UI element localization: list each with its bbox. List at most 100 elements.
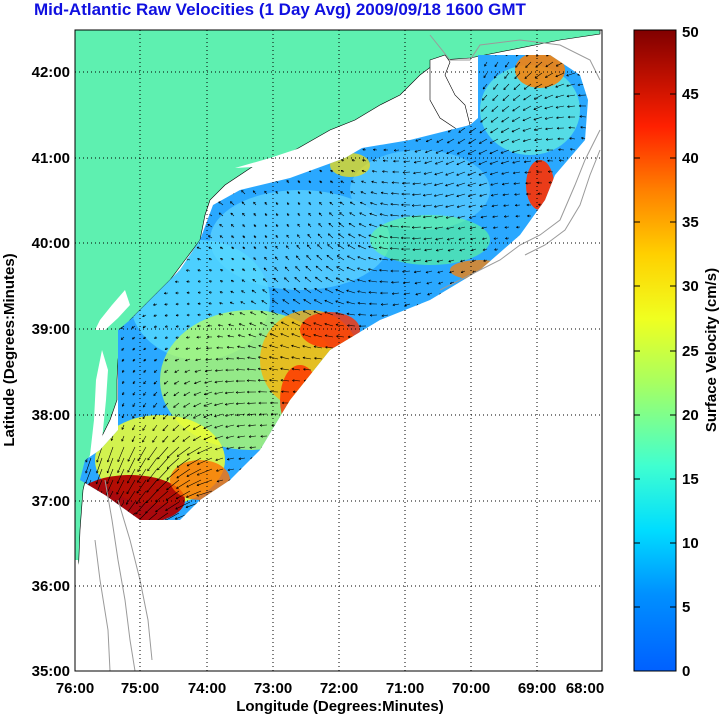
velocity-arrow-head (512, 162, 515, 164)
velocity-arrow-head (534, 149, 538, 152)
velocity-arrow-head (424, 248, 427, 251)
velocity-arrow-head (270, 401, 273, 404)
velocity-arrow-head (286, 191, 290, 193)
velocity-arrow-head (329, 191, 332, 194)
velocity-arrow-head (445, 216, 448, 219)
velocity-arrow-head (132, 393, 136, 396)
velocity-arrow-head (197, 280, 200, 283)
velocity-arrow-head (281, 321, 283, 325)
velocity-arrow-head (314, 288, 317, 291)
velocity-arrow-head (457, 206, 460, 208)
velocity-arrow-head (325, 266, 328, 269)
velocity-arrow (314, 299, 323, 305)
velocity-arrow (313, 346, 323, 349)
velocity-arrow-head (362, 149, 365, 151)
velocity-arrow-head (291, 356, 294, 358)
velocity-arrow (545, 72, 554, 78)
velocity-arrow-head (522, 108, 525, 111)
velocity-arrow-head (175, 303, 179, 306)
velocity-arrow (326, 255, 334, 261)
velocity-arrow-head (380, 303, 384, 305)
velocity-arrow (480, 116, 488, 123)
velocity-arrow-head (379, 258, 382, 261)
velocity-arrow-head (231, 235, 234, 237)
velocity-arrow-head (153, 314, 156, 317)
velocity-arrow-head (236, 414, 239, 417)
velocity-arrow-head (489, 172, 492, 175)
velocity-arrow-head (533, 97, 536, 100)
velocity-arrow (348, 223, 356, 228)
velocity-arrow-head (235, 392, 239, 394)
velocity-arrow (226, 346, 235, 349)
velocity-arrow (437, 270, 444, 274)
velocity-arrow (282, 299, 290, 305)
velocity-arrow (435, 160, 444, 165)
velocity-arrow (482, 83, 488, 90)
velocity-arrow-head (379, 213, 382, 216)
velocity-arrow-head (224, 402, 228, 405)
velocity-arrow-head (401, 204, 404, 207)
velocity-arrow-head (491, 195, 494, 197)
velocity-arrow-head (225, 392, 228, 395)
velocity-arrow-head (249, 322, 252, 326)
velocity-arrow (526, 55, 532, 57)
velocity-arrow-head (326, 255, 329, 258)
velocity-arrow-head (132, 416, 135, 419)
velocity-arrow-head (236, 413, 239, 416)
velocity-arrow (490, 182, 499, 186)
velocity-arrow (424, 248, 433, 251)
velocity-arrow-head (358, 314, 361, 316)
velocity-arrow-head (402, 271, 405, 273)
velocity-arrow (304, 287, 312, 294)
velocity-arrow (423, 204, 433, 207)
velocity-arrow-head (534, 140, 537, 142)
velocity-arrow (381, 314, 389, 317)
velocity-arrow-head (219, 246, 222, 250)
velocity-arrow-head (525, 183, 528, 185)
velocity-arrow-head (340, 180, 343, 184)
velocity-arrow-head (225, 414, 228, 417)
velocity-arrow (185, 347, 191, 350)
velocity-arrow (303, 368, 312, 371)
velocity-arrow (470, 237, 477, 240)
velocity-arrow (404, 303, 411, 306)
velocity-arrow (183, 402, 191, 408)
velocity-arrow (523, 94, 532, 101)
velocity-arrow-head (215, 357, 218, 360)
velocity-arrow-head (197, 291, 201, 293)
velocity-arrow-head (294, 276, 297, 279)
velocity-arrow-head (424, 259, 428, 262)
velocity-arrow-head (580, 126, 583, 128)
velocity-arrow-head (414, 150, 417, 153)
velocity-arrow (328, 233, 334, 239)
velocity-arrow (346, 301, 356, 305)
velocity-arrow (225, 380, 235, 382)
velocity-arrow-head (153, 303, 156, 306)
velocity-arrow-head (142, 325, 145, 328)
velocity-arrow (524, 160, 532, 163)
velocity-arrow-head (480, 215, 483, 218)
velocity-arrow-head (247, 345, 250, 348)
velocity-arrow (456, 193, 466, 197)
velocity-arrow-head (447, 129, 450, 133)
velocity-arrow-head (335, 300, 338, 303)
velocity-arrow-head (514, 194, 517, 196)
velocity-arrow-head (512, 98, 515, 101)
velocity-arrow (316, 255, 323, 261)
velocity-arrow-head (121, 349, 124, 351)
velocity-arrow-head (253, 213, 257, 215)
velocity-arrow-head (390, 213, 393, 216)
velocity-arrow-head (287, 202, 290, 204)
velocity-arrow-head (512, 108, 514, 112)
velocity-arrow-head (122, 382, 125, 384)
velocity-arrow (218, 212, 224, 217)
velocity-arrow-head (423, 227, 426, 230)
velocity-arrow-head (411, 227, 415, 229)
velocity-arrow (183, 391, 191, 396)
velocity-arrow-head (154, 358, 156, 362)
velocity-arrow (545, 61, 554, 68)
velocity-arrow (258, 368, 268, 371)
velocity-arrow (335, 300, 345, 305)
velocity-arrow-head (220, 258, 222, 261)
velocity-arrow (280, 333, 290, 338)
